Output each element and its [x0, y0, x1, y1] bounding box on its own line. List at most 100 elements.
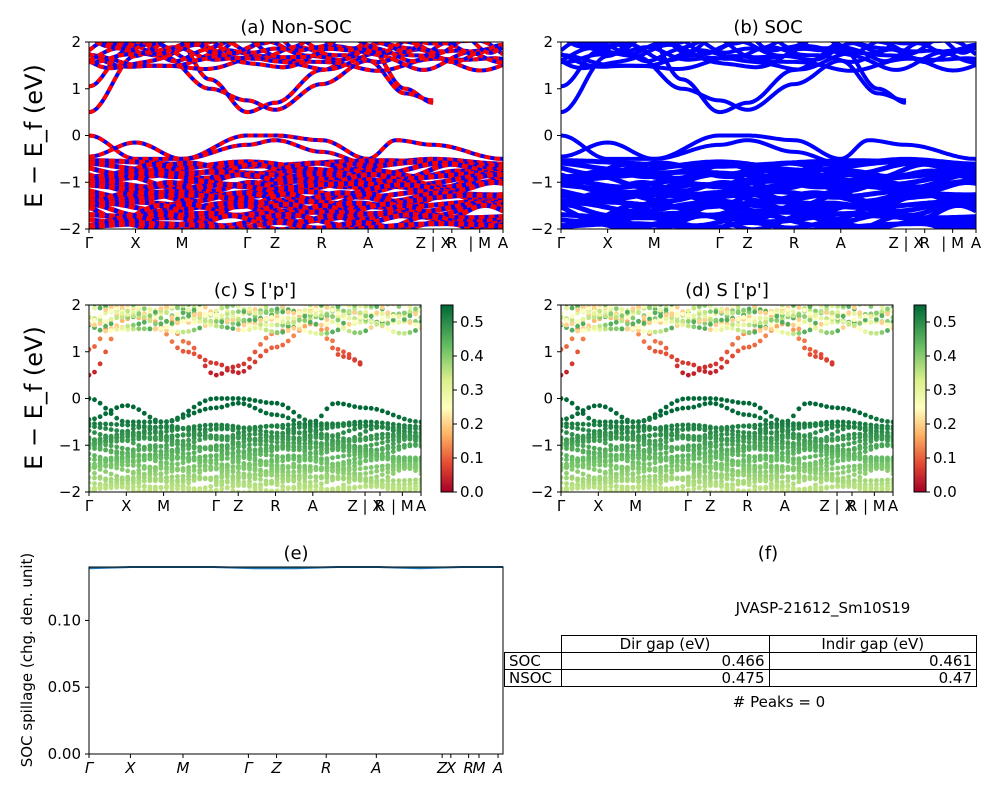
projection-point: [829, 405, 835, 410]
projection-point: [735, 434, 741, 440]
projection-point: [263, 438, 269, 444]
panel-d-scatter: [561, 305, 893, 492]
projection-point: [224, 485, 230, 490]
projection-point: [829, 466, 835, 472]
projection-point: [258, 442, 263, 447]
projection-point: [241, 449, 247, 454]
projection-point: [158, 306, 164, 311]
projection-point: [141, 444, 147, 450]
projection-point: [258, 428, 263, 434]
projection-point: [136, 467, 142, 473]
projection-point: [602, 313, 608, 319]
projection-point: [857, 446, 863, 452]
projection-point: [768, 322, 774, 328]
projection-point: [108, 316, 114, 322]
projection-point: [807, 322, 813, 328]
projection-point: [330, 421, 335, 427]
projection-point: [164, 324, 169, 330]
projection-point: [241, 483, 247, 488]
projection-point: [669, 437, 675, 443]
projection-point: [402, 466, 407, 471]
projection-point: [763, 453, 769, 459]
projection-point: [169, 315, 175, 320]
projection-point: [708, 435, 713, 441]
projection-point: [208, 453, 214, 459]
projection-point: [97, 442, 103, 447]
projection-point: [324, 421, 330, 427]
projection-point: [346, 485, 352, 490]
projection-point: [741, 329, 746, 334]
gap-table-corner: [505, 636, 562, 653]
projection-point: [274, 476, 280, 482]
projection-point: [208, 396, 214, 402]
projection-point: [341, 305, 346, 308]
projection-point: [713, 475, 719, 480]
projection-point: [641, 485, 647, 491]
projection-point: [597, 453, 603, 459]
projection-point: [580, 485, 586, 491]
projection-point: [774, 313, 780, 319]
projection-point: [685, 308, 691, 314]
projection-point: [779, 469, 785, 474]
projection-point: [136, 488, 142, 492]
projection-point: [230, 488, 236, 492]
x-tick-label: A: [780, 497, 791, 515]
projection-point: [180, 329, 186, 335]
projection-point: [119, 418, 125, 424]
y-tick-label: −1: [531, 436, 553, 454]
projection-point: [824, 316, 829, 321]
projection-point: [125, 484, 131, 490]
projection-point: [663, 351, 669, 357]
projection-point: [807, 352, 813, 357]
projection-point: [569, 432, 575, 437]
projection-point: [719, 317, 724, 323]
projection-point: [175, 461, 180, 467]
projection-point: [153, 484, 158, 490]
projection-point: [92, 305, 97, 311]
projection-point: [597, 462, 603, 468]
projection-point: [231, 491, 234, 492]
projection-point: [741, 466, 746, 472]
projection-point: [385, 321, 391, 326]
projection-point: [97, 425, 103, 430]
projection-point: [213, 479, 219, 485]
projection-point: [368, 319, 374, 324]
projection-point: [868, 305, 874, 309]
projection-point: [313, 331, 319, 336]
projection-point: [746, 466, 752, 471]
projection-point: [213, 323, 219, 329]
projection-point: [352, 460, 357, 466]
projection-point: [285, 315, 291, 321]
projection-point: [675, 305, 680, 307]
projection-point: [258, 317, 263, 323]
projection-point: [352, 422, 357, 428]
projection-point: [186, 480, 192, 486]
projection-point: [779, 489, 785, 492]
projection-point: [180, 348, 186, 354]
projection-point: [818, 315, 824, 321]
projection-point: [746, 482, 752, 488]
projection-point: [224, 450, 230, 455]
projection-point: [763, 478, 769, 484]
projection-point: [341, 354, 346, 359]
projection-point: [368, 405, 374, 411]
projection-point: [741, 445, 746, 451]
projection-point: [768, 310, 774, 316]
projection-point: [575, 485, 580, 491]
projection-point: [208, 435, 214, 440]
band-line: [561, 42, 976, 57]
projection-point: [269, 430, 274, 435]
projection-point: [418, 426, 421, 432]
projection-point: [136, 311, 142, 317]
projection-point: [147, 484, 153, 490]
projection-point: [263, 481, 269, 487]
projection-point: [835, 419, 841, 425]
projection-point: [868, 330, 874, 336]
projection-point: [569, 317, 575, 323]
material-id: JVASP-21612_Sm10S19: [735, 599, 911, 618]
projection-point: [330, 438, 335, 444]
projection-point: [319, 481, 324, 487]
projection-point: [569, 486, 575, 492]
projection-point: [735, 438, 741, 444]
projection-point: [119, 462, 125, 468]
